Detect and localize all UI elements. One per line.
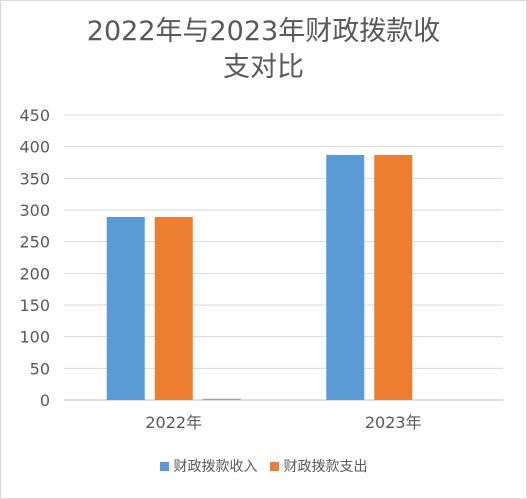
y-tick-label: 350: [19, 169, 50, 188]
legend-item-expense: 财政拨款支出: [269, 456, 368, 476]
y-tick-label: 400: [19, 138, 50, 157]
chart-title: 2022年与2023年财政拨款收 支对比: [0, 14, 527, 86]
y-tick-label: 150: [19, 296, 50, 315]
bar: [202, 398, 241, 400]
chart-title-line2: 支对比: [223, 52, 304, 83]
y-tick-label: 300: [19, 201, 50, 220]
y-tick-label: 450: [19, 106, 50, 125]
legend-item-income: 财政拨款收入: [159, 456, 258, 476]
y-tick-label: 50: [30, 359, 50, 378]
legend-label-expense: 财政拨款支出: [283, 459, 368, 475]
legend-swatch-expense: [269, 461, 279, 471]
bar: [374, 154, 413, 400]
bar: [154, 216, 193, 400]
x-tick-label: 2022年: [145, 413, 202, 432]
legend-label-income: 财政拨款收入: [173, 459, 258, 475]
bar: [326, 154, 365, 400]
legend-swatch-income: [159, 461, 169, 471]
chart-title-line1: 2022年与2023年财政拨款收: [86, 16, 441, 47]
bar: [106, 216, 145, 400]
legend: 财政拨款收入 财政拨款支出: [0, 456, 527, 476]
y-tick-label: 250: [19, 233, 50, 252]
y-tick-label: 100: [19, 328, 50, 347]
y-tick-label: 200: [19, 264, 50, 283]
x-tick-label: 2023年: [365, 413, 422, 432]
y-tick-label: 0: [40, 391, 50, 410]
